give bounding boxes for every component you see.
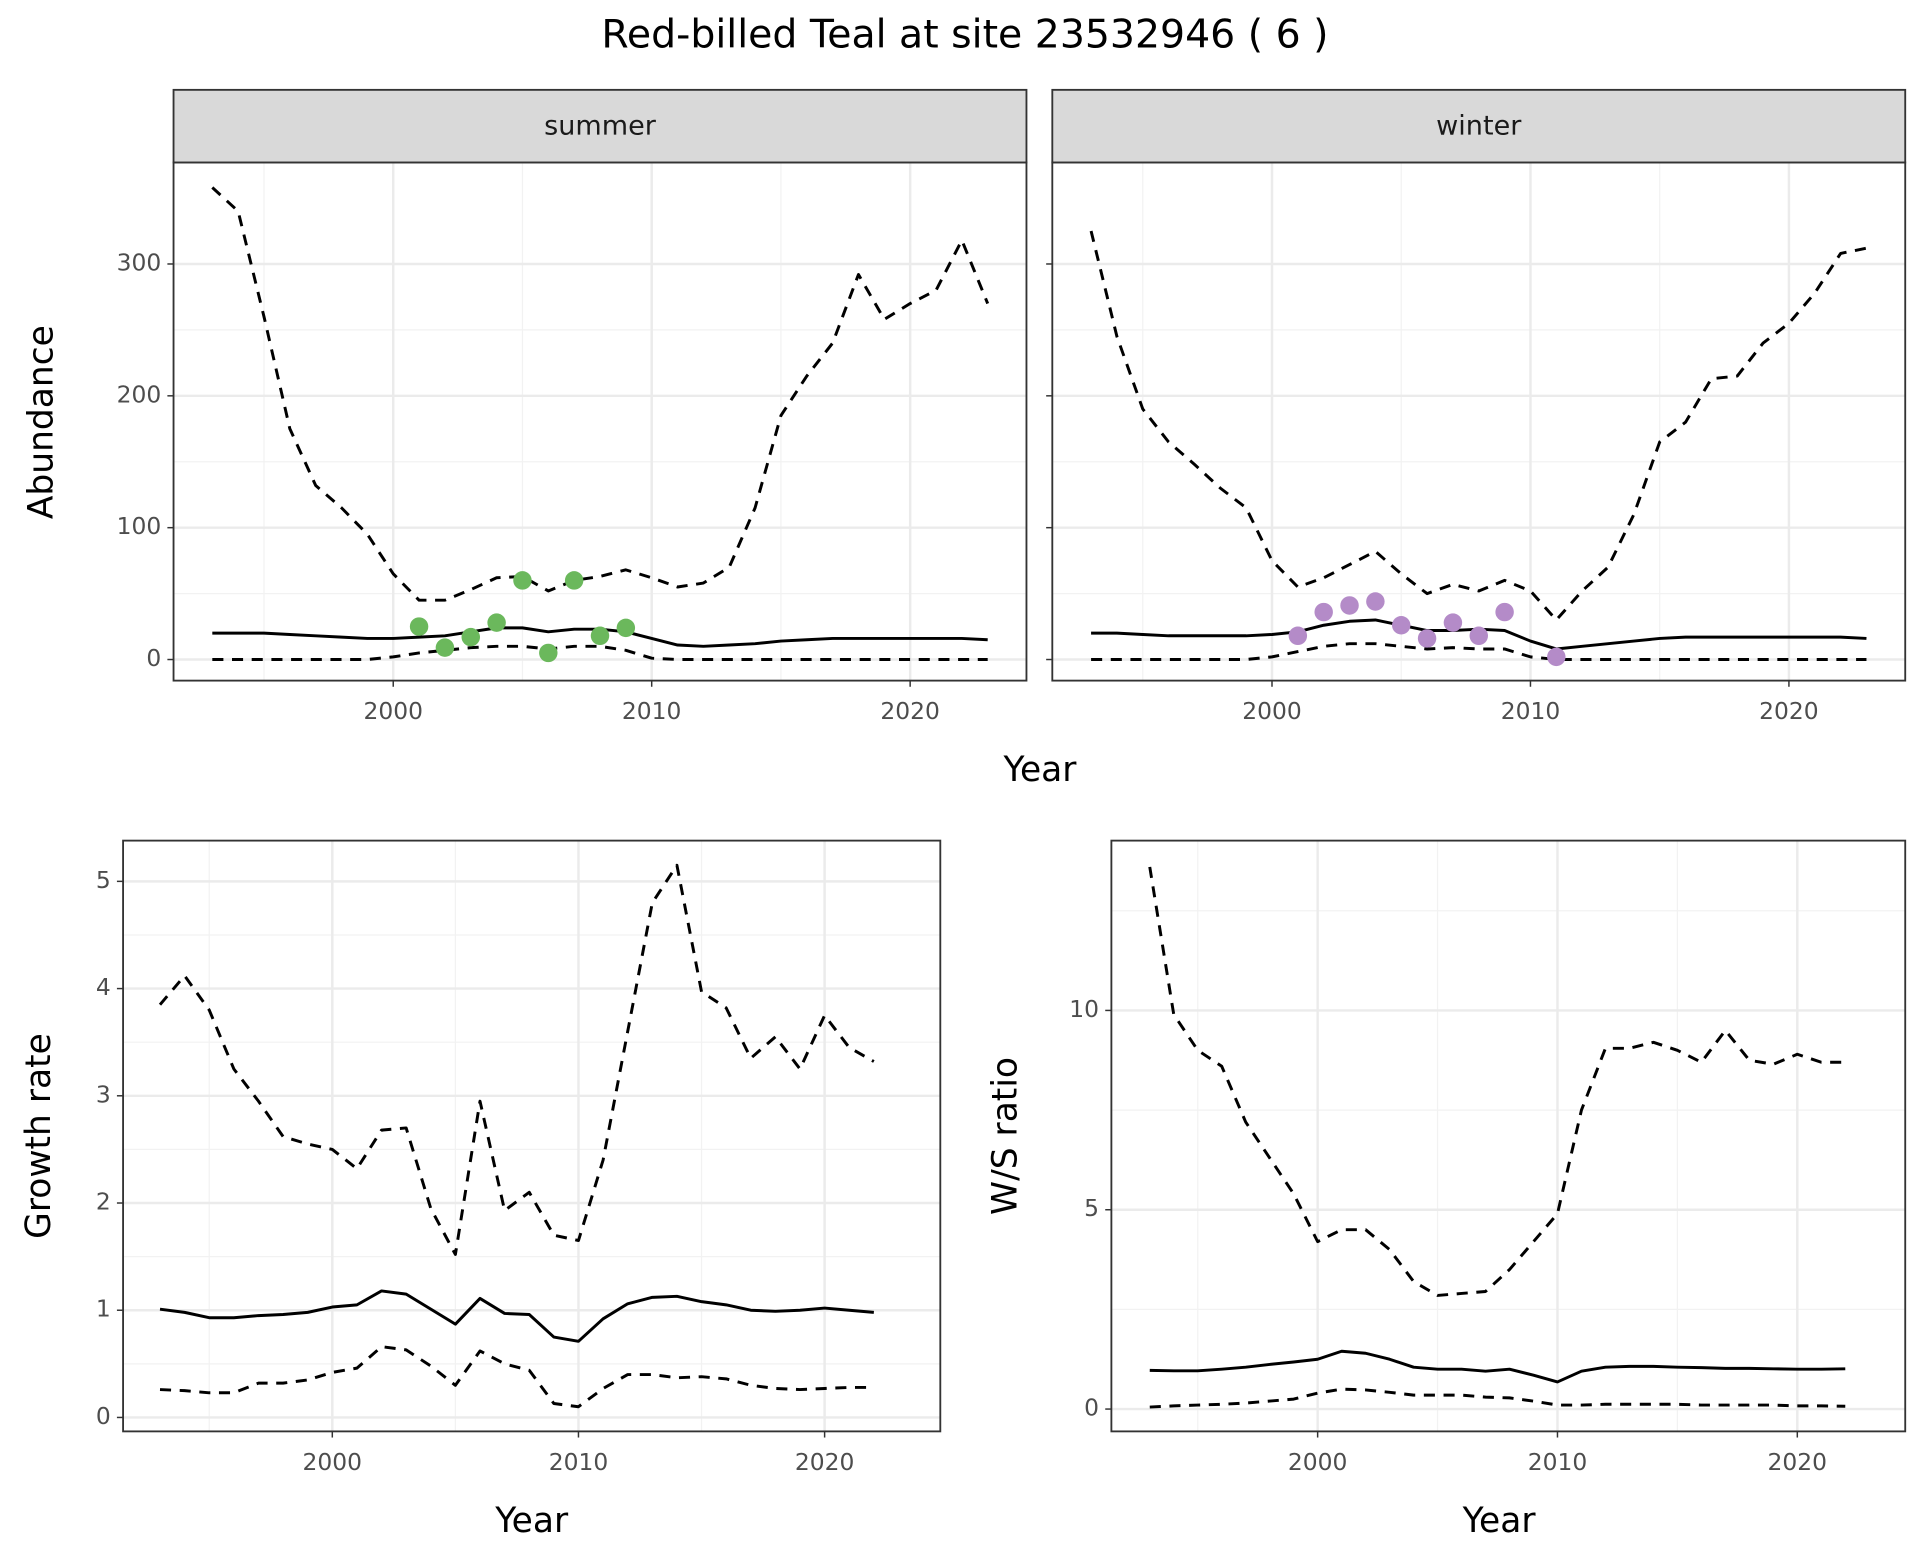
- line: [1149, 1387, 1846, 1409]
- x-tick-label: 2010: [1528, 1448, 1588, 1476]
- panel-background: [1111, 840, 1906, 1432]
- x-tick-label: 2010: [622, 697, 682, 725]
- x-tick-label: 2020: [795, 1448, 855, 1476]
- point: [1495, 602, 1514, 622]
- x-tick-label: 2000: [1242, 697, 1302, 725]
- line: [159, 1289, 874, 1343]
- point: [1366, 592, 1385, 611]
- point: [435, 638, 455, 657]
- x-axis-title: Year: [1003, 750, 1078, 790]
- panel-border: [1110, 839, 1907, 1433]
- panel-border: [122, 839, 942, 1433]
- point: [1547, 647, 1566, 667]
- figure-title: Red-billed Teal at site 23532946 ( 6 ): [601, 11, 1328, 57]
- point: [1417, 629, 1437, 648]
- strip: [172, 88, 1028, 164]
- x-axis-title: Year: [1462, 1501, 1537, 1541]
- y-tick-label: 5: [1084, 1194, 1099, 1222]
- line: [1148, 866, 1846, 1297]
- point: [590, 626, 610, 646]
- x-tick-label: 2000: [363, 697, 423, 725]
- x-tick-label: 2000: [303, 1448, 363, 1476]
- line: [1149, 1349, 1846, 1384]
- y-tick-label: 300: [117, 248, 162, 276]
- point: [409, 617, 429, 636]
- x-axis-title: Year: [494, 1501, 569, 1541]
- line: [158, 863, 875, 1256]
- y-tick-label: 5: [96, 866, 111, 894]
- panel-background: [173, 162, 1027, 681]
- line: [159, 1345, 874, 1409]
- y-tick-label: 4: [96, 973, 111, 1001]
- panel-background: [123, 840, 941, 1432]
- line: [1089, 230, 1867, 622]
- point: [461, 627, 480, 647]
- y-axis-title: Growth rate: [19, 1033, 59, 1239]
- point: [1288, 626, 1308, 646]
- y-axis-title: W/S ratio: [985, 1057, 1025, 1215]
- x-tick-label: 2020: [1768, 1448, 1828, 1476]
- y-tick-label: 0: [1084, 1394, 1099, 1422]
- x-tick-label: 2020: [1759, 697, 1819, 725]
- strip: [1051, 88, 1907, 164]
- point: [1443, 613, 1463, 632]
- point: [616, 618, 636, 638]
- point: [1340, 596, 1359, 615]
- point: [487, 613, 506, 632]
- y-tick-label: 0: [146, 644, 161, 672]
- y-tick-label: 3: [96, 1080, 111, 1108]
- y-tick-label: 2: [96, 1188, 111, 1216]
- x-tick-label: 2000: [1288, 1448, 1348, 1476]
- x-tick-label: 2010: [549, 1448, 609, 1476]
- point: [1314, 602, 1333, 622]
- y-axis-title: Abundance: [22, 325, 62, 519]
- point: [1469, 626, 1488, 646]
- line: [212, 644, 988, 661]
- y-tick-label: 200: [117, 380, 162, 408]
- x-tick-label: 2010: [1501, 697, 1561, 725]
- line: [211, 186, 990, 602]
- point: [1392, 616, 1411, 635]
- point: [539, 643, 558, 663]
- strip-label: summer: [544, 110, 657, 141]
- panel-background: [1052, 162, 1906, 681]
- y-tick-label: 0: [96, 1402, 111, 1430]
- y-tick-label: 100: [117, 512, 162, 540]
- y-tick-label: 10: [1069, 995, 1099, 1023]
- strip-label: winter: [1436, 110, 1522, 141]
- x-tick-label: 2020: [880, 697, 940, 725]
- point: [513, 571, 532, 590]
- point: [564, 571, 584, 590]
- y-tick-label: 1: [96, 1295, 111, 1323]
